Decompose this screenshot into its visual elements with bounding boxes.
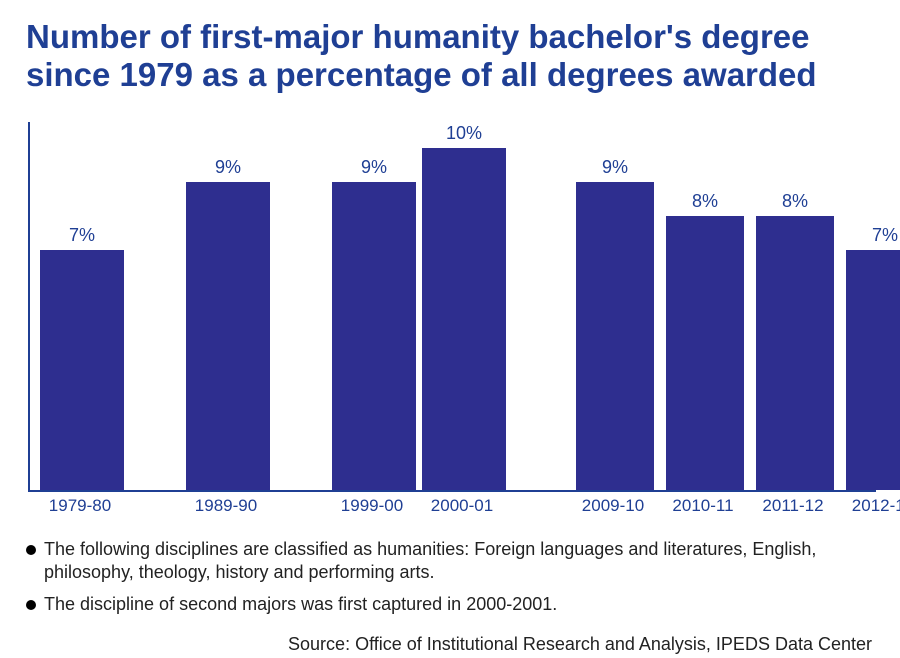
x-axis-label: 2012-13 [844,496,900,516]
source-line: Source: Office of Institutional Research… [24,634,876,655]
bar-group: 7% [40,225,124,489]
bar-group: 7% [846,225,900,489]
bar-group: 9% [186,157,270,490]
x-axis-label: 1989-90 [184,496,268,516]
x-axis-labels: 1979-80 1989-90 1999-00 2000-01 2009-10 2010-… [28,492,876,518]
bar-group: 8% [666,191,744,490]
note-item: The discipline of second majors was firs… [26,593,876,616]
bar-value-label: 8% [692,191,718,212]
bullet-icon [26,545,36,555]
x-axis-label: 2009-10 [574,496,652,516]
chart-area: 7%9%9%10%9%8%8%7% [28,122,876,492]
bar [846,250,900,489]
note-text: The discipline of second majors was firs… [44,593,876,616]
bar-value-label: 7% [872,225,898,246]
bar [666,216,744,490]
x-axis-label: 2000-01 [420,496,504,516]
x-axis-label: 2011-12 [754,496,832,516]
bar-value-label: 9% [361,157,387,178]
bar-group: 9% [332,157,416,490]
bar-value-label: 7% [69,225,95,246]
bar-group: 10% [422,123,506,490]
chart-title: Number of first-major humanity bachelor'… [24,18,876,94]
bar [576,182,654,490]
bullet-icon [26,600,36,610]
bar-value-label: 9% [215,157,241,178]
bar-value-label: 8% [782,191,808,212]
figure-container: Number of first-major humanity bachelor'… [0,0,900,658]
x-axis-label: 2010-11 [664,496,742,516]
chart-wrap: 7%9%9%10%9%8%8%7% 1979-801989-901999-002… [28,122,876,518]
bar-group: 9% [576,157,654,490]
note-item: The following disciplines are classified… [26,538,876,585]
bar-value-label: 10% [446,123,482,144]
bar [756,216,834,490]
bar-value-label: 9% [602,157,628,178]
bar [422,148,506,490]
x-axis-label: 1979-80 [38,496,122,516]
bar [332,182,416,490]
note-text: The following disciplines are classified… [44,538,876,585]
bar [186,182,270,490]
bar [40,250,124,489]
notes-block: The following disciplines are classified… [24,538,876,624]
x-axis-label: 1999-00 [330,496,414,516]
bar-group: 8% [756,191,834,490]
